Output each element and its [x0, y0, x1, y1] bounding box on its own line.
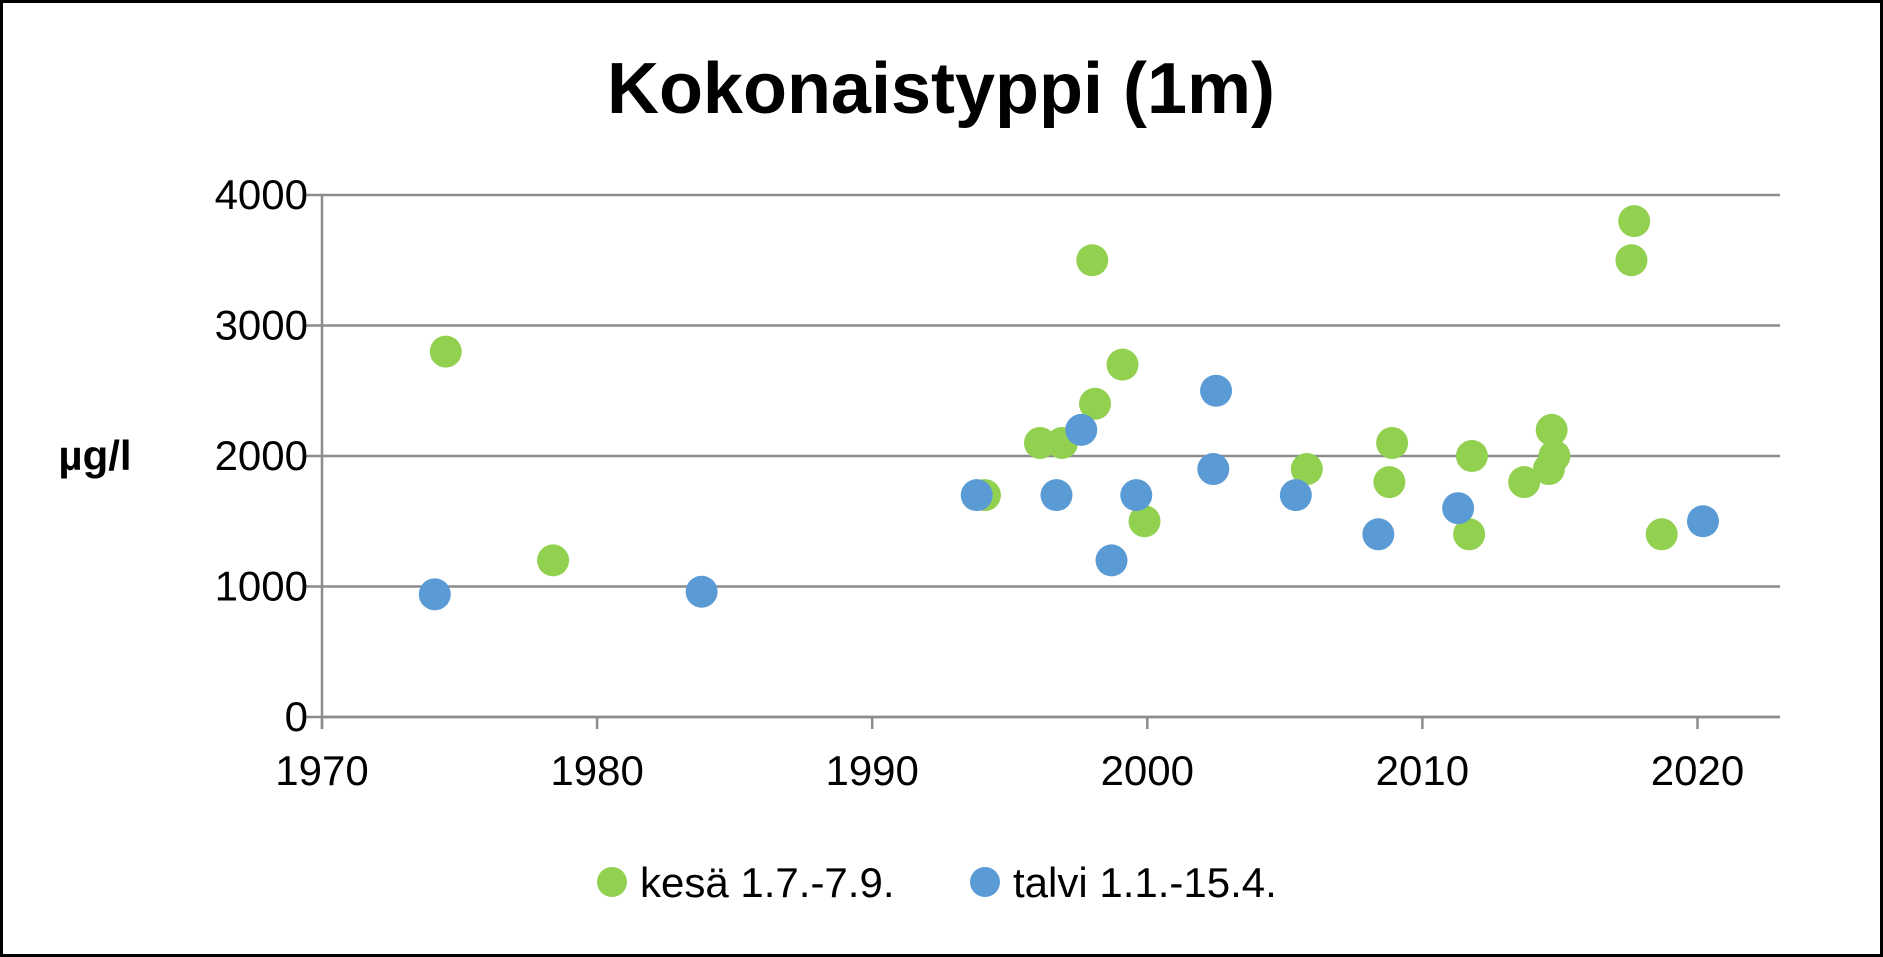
y-axis-label: µg/l	[58, 432, 131, 479]
x-tick-label: 2010	[1376, 747, 1469, 794]
point-series-0-11	[1376, 426, 1409, 459]
point-series-1-12	[1686, 505, 1719, 538]
tick-labels: 0 1000 2000 3000 4000 1970 1980 1990 2000 2010 202…	[215, 171, 1745, 794]
point-series-0-13	[1455, 440, 1488, 472]
point-series-1-4	[1065, 413, 1098, 446]
x-tick-label: 1980	[550, 747, 643, 794]
point-series-0-5	[1076, 244, 1109, 277]
legend-marker-0	[597, 867, 627, 897]
x-tick-label: 1990	[825, 747, 918, 794]
legend-marker-1	[970, 867, 1000, 897]
x-tick-label: 1970	[275, 747, 368, 794]
point-series-0-9	[1290, 453, 1323, 486]
point-series-0-20	[1645, 518, 1678, 551]
point-series-1-3	[1040, 479, 1073, 512]
point-series-1-7	[1197, 453, 1230, 486]
x-tick-label: 2020	[1651, 747, 1744, 794]
point-series-0-0	[429, 335, 462, 368]
point-series-0-18	[1615, 244, 1648, 277]
y-tick-label: 0	[285, 693, 308, 740]
point-series-1-6	[1120, 479, 1153, 512]
point-series-1-2	[960, 479, 993, 512]
point-series-1-5	[1095, 544, 1128, 577]
point-series-0-3	[1023, 426, 1056, 459]
y-tick-label: 2000	[215, 432, 308, 479]
point-series-1-9	[1279, 479, 1312, 512]
point-series-0-10	[1373, 466, 1406, 499]
point-series-0-12	[1453, 518, 1486, 551]
point-series-0-6	[1079, 387, 1112, 420]
y-tick-label: 4000	[215, 171, 308, 218]
point-series-1-8	[1200, 374, 1233, 407]
legend-label-1: talvi 1.1.-15.4.	[1013, 859, 1277, 906]
point-series-0-16	[1535, 413, 1568, 446]
point-series-1-1	[685, 575, 718, 608]
point-series-0-14	[1508, 466, 1541, 499]
point-series-1-10	[1362, 518, 1395, 551]
point-series-1-11	[1442, 492, 1475, 525]
point-series-0-19	[1618, 205, 1651, 238]
y-tick-label: 1000	[215, 563, 308, 610]
axes	[320, 195, 1780, 729]
point-series-1-0	[418, 578, 451, 611]
point-series-0-8	[1128, 505, 1161, 538]
point-series-0-1	[537, 544, 570, 577]
legend-label-0: kesä 1.7.-7.9.	[640, 859, 894, 906]
data-points	[418, 205, 1719, 611]
chart-title: Kokonaistyppi (1m)	[607, 49, 1275, 129]
legend: kesä 1.7.-7.9. talvi 1.1.-15.4.	[597, 859, 1277, 906]
x-tick-label: 2000	[1101, 747, 1194, 794]
point-series-0-17	[1538, 440, 1571, 472]
point-series-0-7	[1106, 348, 1139, 381]
y-tick-label: 3000	[215, 302, 308, 349]
